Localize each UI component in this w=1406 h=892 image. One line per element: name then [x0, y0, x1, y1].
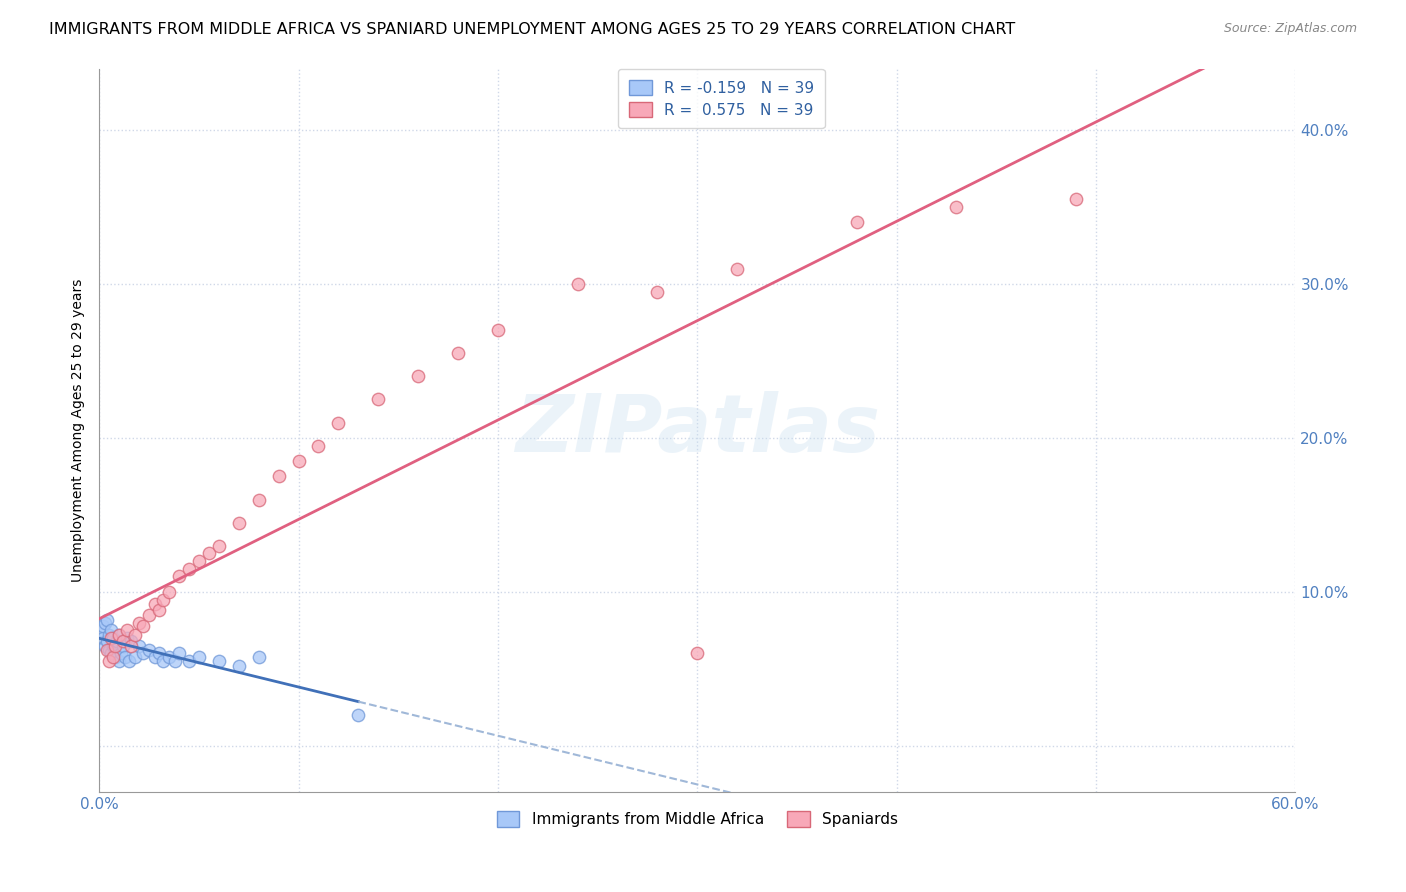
Text: ZIPatlas: ZIPatlas — [515, 392, 880, 469]
Point — [177, 654, 200, 668]
Point — [120, 639, 142, 653]
Point — [101, 639, 124, 653]
Point — [96, 634, 118, 648]
Point — [114, 649, 136, 664]
Point — [486, 323, 509, 337]
Point — [124, 628, 146, 642]
Point — [115, 624, 138, 638]
Point — [118, 654, 141, 668]
Point — [100, 647, 122, 661]
Point — [98, 628, 121, 642]
Point — [108, 628, 131, 642]
Point — [104, 649, 127, 664]
Point — [686, 647, 709, 661]
Point — [247, 492, 270, 507]
Point — [167, 647, 190, 661]
Point — [328, 416, 350, 430]
Point — [725, 261, 748, 276]
Point — [447, 346, 470, 360]
Point — [115, 631, 138, 645]
Point — [152, 654, 174, 668]
Point — [94, 639, 117, 653]
Point — [132, 647, 155, 661]
Point — [287, 454, 309, 468]
Point — [128, 639, 150, 653]
Point — [157, 649, 180, 664]
Point — [132, 618, 155, 632]
Point — [94, 615, 117, 630]
Point — [307, 439, 329, 453]
Point — [128, 615, 150, 630]
Point — [96, 643, 118, 657]
Point — [845, 215, 868, 229]
Point — [208, 654, 231, 668]
Point — [143, 597, 166, 611]
Point — [406, 369, 429, 384]
Point — [163, 654, 186, 668]
Point — [157, 585, 180, 599]
Point — [110, 647, 132, 661]
Point — [228, 658, 250, 673]
Point — [100, 624, 122, 638]
Point — [108, 628, 131, 642]
Point — [247, 649, 270, 664]
Point — [945, 200, 967, 214]
Point — [112, 634, 135, 648]
Point — [124, 649, 146, 664]
Point — [98, 654, 121, 668]
Point — [91, 618, 114, 632]
Point — [1064, 192, 1087, 206]
Point — [647, 285, 669, 299]
Point — [347, 708, 370, 723]
Point — [96, 613, 118, 627]
Point — [187, 554, 209, 568]
Point — [208, 539, 231, 553]
Point — [120, 634, 142, 648]
Point — [567, 277, 589, 291]
Point — [90, 624, 112, 638]
Point — [367, 392, 389, 407]
Point — [267, 469, 290, 483]
Point — [143, 649, 166, 664]
Point — [177, 562, 200, 576]
Point — [148, 603, 170, 617]
Point — [198, 546, 221, 560]
Point — [228, 516, 250, 530]
Point — [91, 631, 114, 645]
Point — [100, 631, 122, 645]
Point — [167, 569, 190, 583]
Point — [108, 654, 131, 668]
Text: Source: ZipAtlas.com: Source: ZipAtlas.com — [1223, 22, 1357, 36]
Point — [187, 649, 209, 664]
Point — [112, 639, 135, 653]
Point — [138, 643, 160, 657]
Point — [104, 639, 127, 653]
Point — [105, 634, 128, 648]
Point — [152, 592, 174, 607]
Text: IMMIGRANTS FROM MIDDLE AFRICA VS SPANIARD UNEMPLOYMENT AMONG AGES 25 TO 29 YEARS: IMMIGRANTS FROM MIDDLE AFRICA VS SPANIAR… — [49, 22, 1015, 37]
Y-axis label: Unemployment Among Ages 25 to 29 years: Unemployment Among Ages 25 to 29 years — [72, 278, 86, 582]
Legend: Immigrants from Middle Africa, Spaniards: Immigrants from Middle Africa, Spaniards — [489, 804, 905, 835]
Point — [138, 607, 160, 622]
Point — [148, 647, 170, 661]
Point — [101, 631, 124, 645]
Point — [101, 649, 124, 664]
Point — [98, 643, 121, 657]
